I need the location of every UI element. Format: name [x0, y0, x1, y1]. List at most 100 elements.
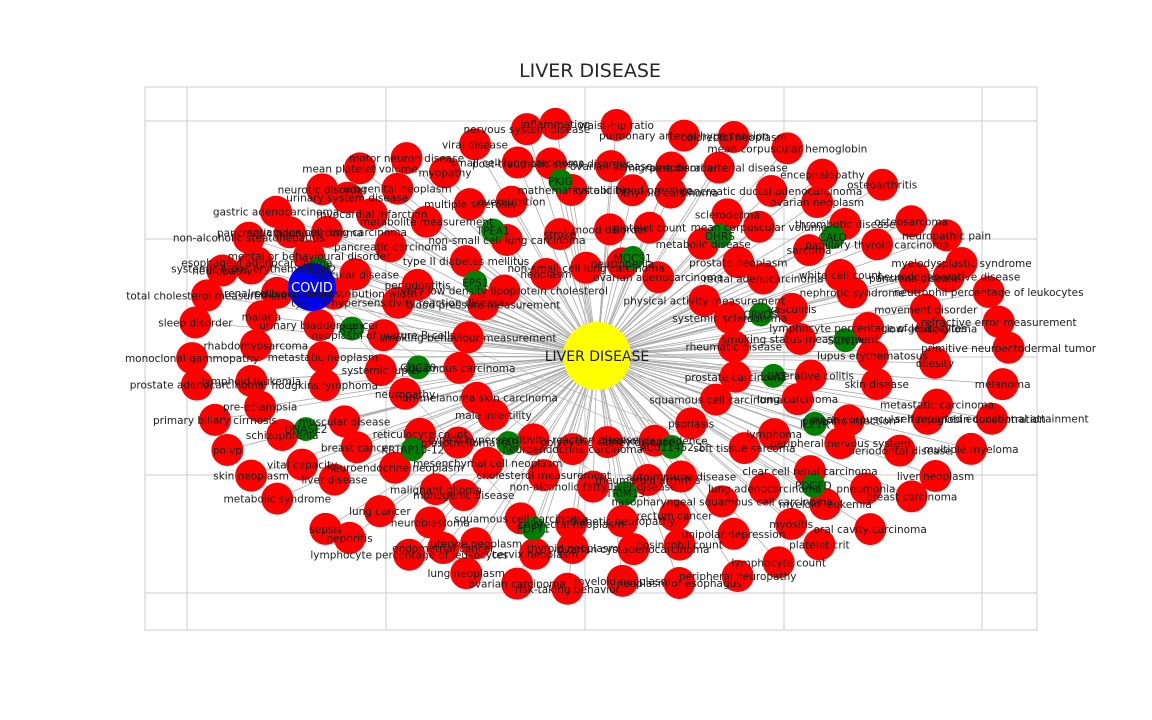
disease-node[interactable] [932, 260, 965, 293]
disease-node[interactable] [419, 473, 452, 506]
disease-node[interactable] [854, 513, 887, 546]
covid-node[interactable] [288, 263, 336, 311]
disease-node[interactable] [471, 446, 504, 479]
disease-node[interactable] [401, 268, 434, 301]
disease-node[interactable] [343, 152, 376, 185]
disease-node[interactable] [895, 480, 928, 513]
disease-node[interactable] [883, 434, 916, 467]
disease-node[interactable] [261, 482, 294, 515]
disease-node[interactable] [539, 107, 572, 140]
disease-node[interactable] [308, 369, 341, 402]
disease-node[interactable] [306, 341, 339, 374]
disease-node[interactable] [450, 557, 483, 590]
gene-node[interactable] [748, 302, 773, 327]
gene-node[interactable] [463, 270, 488, 295]
disease-node[interactable] [286, 448, 319, 481]
disease-node[interactable] [717, 517, 750, 550]
disease-node[interactable] [836, 276, 869, 309]
disease-node[interactable] [501, 567, 534, 600]
disease-node[interactable] [449, 245, 482, 278]
disease-node[interactable] [378, 451, 411, 484]
disease-node[interactable] [895, 205, 928, 238]
disease-node[interactable] [363, 495, 396, 528]
disease-node[interactable] [600, 108, 633, 141]
disease-node[interactable] [898, 261, 931, 294]
disease-node[interactable] [191, 279, 224, 312]
disease-node[interactable] [972, 275, 1005, 308]
disease-node[interactable] [501, 146, 534, 179]
disease-node[interactable] [199, 403, 232, 436]
disease-node[interactable] [303, 309, 336, 342]
disease-node[interactable] [748, 472, 781, 505]
disease-node[interactable] [239, 329, 272, 362]
disease-node[interactable] [706, 485, 739, 518]
disease-node[interactable] [986, 368, 1019, 401]
disease-node[interactable] [663, 566, 696, 599]
disease-node[interactable] [758, 418, 791, 451]
disease-node[interactable] [784, 322, 817, 355]
disease-node[interactable] [340, 431, 373, 464]
disease-node[interactable] [955, 432, 988, 465]
gene-node[interactable] [707, 223, 732, 248]
disease-node[interactable] [793, 234, 826, 267]
disease-node[interactable] [555, 507, 588, 540]
disease-node[interactable] [606, 505, 639, 538]
disease-node[interactable] [775, 292, 808, 325]
disease-node[interactable] [410, 205, 443, 238]
disease-node[interactable] [393, 538, 426, 571]
disease-node[interactable] [273, 216, 306, 249]
disease-node[interactable] [364, 354, 397, 387]
disease-node[interactable] [428, 156, 461, 189]
disease-node[interactable] [919, 346, 952, 379]
disease-node[interactable] [556, 433, 589, 466]
disease-node[interactable] [721, 560, 754, 593]
gene-node[interactable] [339, 316, 364, 341]
disease-node[interactable] [443, 351, 476, 384]
disease-node[interactable] [232, 221, 265, 254]
disease-node[interactable] [642, 261, 675, 294]
gene-node[interactable] [293, 417, 318, 442]
disease-node[interactable] [180, 368, 213, 401]
disease-node[interactable] [688, 284, 721, 317]
disease-node[interactable] [722, 246, 755, 279]
disease-node[interactable] [339, 258, 372, 291]
disease-node[interactable] [861, 228, 894, 261]
disease-node[interactable] [658, 499, 691, 532]
disease-node[interactable] [570, 251, 603, 284]
disease-node[interactable] [527, 459, 560, 492]
disease-node[interactable] [235, 364, 268, 397]
disease-node[interactable] [728, 432, 761, 465]
disease-node[interactable] [367, 319, 400, 352]
disease-node[interactable] [711, 198, 744, 231]
disease-node[interactable] [747, 262, 780, 295]
disease-node[interactable] [355, 198, 388, 231]
disease-node[interactable] [992, 331, 1025, 364]
gene-node[interactable] [802, 411, 827, 436]
disease-node[interactable] [460, 381, 493, 414]
disease-node[interactable] [595, 150, 628, 183]
disease-node[interactable] [663, 528, 696, 561]
disease-node[interactable] [849, 472, 882, 505]
disease-node[interactable] [495, 185, 528, 218]
disease-node[interactable] [176, 342, 209, 375]
disease-node[interactable] [668, 119, 701, 152]
disease-node[interactable] [266, 418, 299, 451]
disease-node[interactable] [593, 213, 626, 246]
disease-node[interactable] [543, 218, 576, 251]
disease-node[interactable] [453, 188, 486, 221]
gene-node[interactable] [620, 245, 645, 270]
disease-node[interactable] [447, 479, 480, 512]
disease-node[interactable] [665, 460, 698, 493]
disease-node[interactable] [591, 426, 624, 459]
disease-node[interactable] [577, 470, 610, 503]
disease-node[interactable] [451, 321, 484, 354]
disease-node[interactable] [915, 312, 948, 345]
disease-node[interactable] [866, 168, 899, 201]
disease-node[interactable] [803, 528, 836, 561]
gene-node[interactable] [521, 516, 546, 541]
gene-node[interactable] [801, 473, 826, 498]
disease-node[interactable] [719, 360, 752, 393]
disease-node[interactable] [309, 512, 342, 545]
disease-node[interactable] [806, 158, 839, 191]
disease-node[interactable] [631, 464, 664, 497]
